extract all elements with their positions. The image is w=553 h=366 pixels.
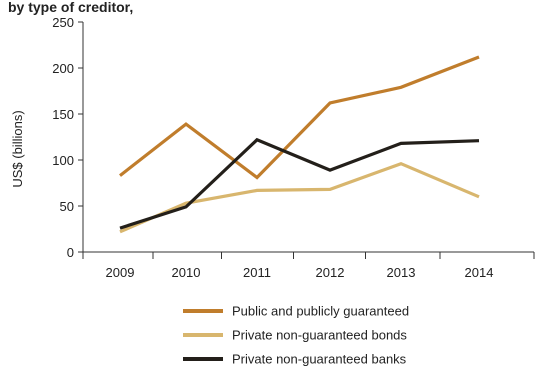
y-tick-label: 0 <box>67 245 74 260</box>
axes: 0 50 100 150 200 250 2009 2010 2011 2012 2013 2014 U… <box>10 15 535 280</box>
legend: Public and publicly guaranteed Private no… <box>183 304 409 366</box>
series-lines <box>119 55 480 234</box>
legend-label: Public and publicly guaranteed <box>232 304 409 319</box>
y-tick-label: 150 <box>52 107 74 122</box>
series-line-1 <box>119 55 480 180</box>
legend-label: Private non-guaranteed banks <box>232 352 407 366</box>
legend-label: Private non-guaranteed bonds <box>232 328 407 343</box>
x-tick-label: 2014 <box>465 265 494 280</box>
x-tick-label: 2009 <box>106 265 135 280</box>
x-tick-label: 2013 <box>387 265 416 280</box>
series-line-2 <box>119 161 480 234</box>
x-tick-label: 2011 <box>243 265 271 280</box>
y-axis-title: US$ (billions) <box>10 110 25 187</box>
top-text-fragment: by type of creditor, <box>8 0 133 15</box>
y-tick-label: 100 <box>52 153 74 168</box>
x-tick-label: 2010 <box>172 265 201 280</box>
series-line-3 <box>119 137 480 230</box>
x-tick-label: 2012 <box>316 265 345 280</box>
y-tick-label: 250 <box>52 15 74 30</box>
y-tick-label: 200 <box>52 61 74 76</box>
y-tick-label: 50 <box>60 199 74 214</box>
